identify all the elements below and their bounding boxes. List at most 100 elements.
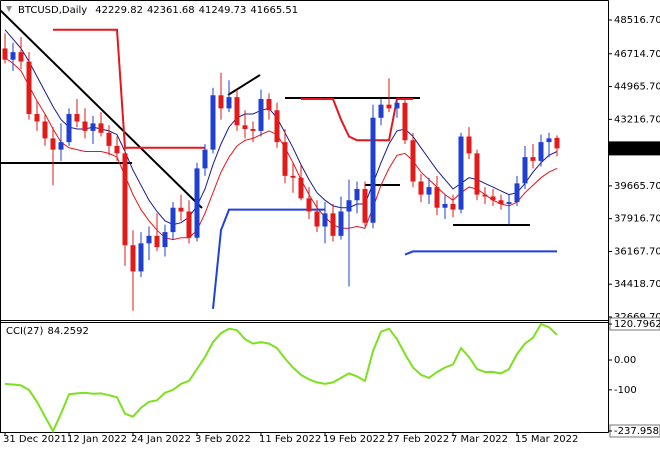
candle-body — [474, 153, 480, 195]
candle-body — [130, 245, 136, 272]
candle-body — [362, 188, 368, 223]
candle-body — [514, 183, 520, 203]
y-tick-label: 43216.70 — [614, 114, 660, 125]
y-tick-label: 34418.70 — [614, 279, 660, 290]
y2-tick-label: 120.7962 — [614, 319, 660, 330]
symbol-icon — [6, 6, 12, 12]
candle-body — [418, 181, 424, 195]
candle-body — [458, 136, 464, 210]
candle-body — [546, 138, 552, 143]
candle-body — [354, 188, 360, 201]
candle-body — [114, 145, 120, 154]
last-high: 42361.68 — [147, 5, 195, 16]
candle-body — [146, 235, 152, 244]
current-price-box — [609, 141, 660, 156]
candle-body — [290, 175, 296, 178]
candle-body — [66, 114, 72, 143]
candle-body — [434, 187, 440, 208]
candle-body — [258, 99, 264, 131]
last-low: 41249.73 — [199, 5, 247, 16]
frame — [0, 0, 609, 433]
candle-body — [298, 177, 304, 199]
candle-body — [450, 203, 456, 210]
chart-title: BTCUSD,Daily — [18, 5, 87, 16]
y2-tick-label: -100 — [614, 385, 637, 396]
candle-body — [338, 211, 344, 236]
y2-tick-label: 0.00 — [614, 355, 636, 366]
y-tick-label: 46714.70 — [614, 49, 660, 60]
candle-body — [282, 142, 288, 176]
candle-body — [482, 194, 488, 197]
y2-tick-label: -237.9587 — [614, 426, 660, 437]
candle-body — [378, 104, 384, 118]
last-open: 42229.82 — [95, 5, 143, 16]
candle-body — [506, 202, 512, 204]
candle-body — [186, 211, 192, 238]
current-price-label: 41665.51 — [613, 143, 660, 154]
candle-body — [522, 157, 528, 184]
candle-body — [194, 168, 200, 238]
candle-body — [306, 198, 312, 212]
candle-body — [178, 207, 184, 212]
candle-body — [106, 132, 112, 146]
candle-body — [250, 129, 256, 131]
candle-body — [330, 213, 336, 236]
x-tick-label: 31 Dec 2021 — [3, 434, 67, 445]
candle-body — [402, 102, 408, 141]
overlay-line — [53, 28, 205, 149]
candle-body — [10, 52, 16, 60]
candle-body — [322, 213, 328, 227]
candle-body — [202, 149, 208, 169]
candle-body — [410, 140, 416, 182]
candle-body — [90, 123, 96, 131]
candle-body — [242, 125, 248, 130]
candle-body — [370, 117, 376, 223]
y-tick-label: 44965.70 — [614, 82, 660, 93]
overlay-line — [301, 98, 413, 142]
candle-body — [218, 95, 224, 109]
overlay-line — [4, 29, 558, 226]
candle-body — [226, 97, 232, 109]
candle-body — [266, 99, 272, 111]
x-tick-label: 19 Feb 2022 — [323, 434, 385, 445]
candle-body — [98, 123, 104, 133]
overlay-line — [4, 57, 558, 241]
x-tick-label: 27 Feb 2022 — [387, 434, 449, 445]
indicator-last-value: 84.2592 — [47, 326, 88, 337]
candle-body — [530, 157, 536, 161]
candle-body — [42, 121, 48, 139]
candle-body — [34, 114, 40, 122]
candle-body — [170, 207, 176, 233]
candle-body — [2, 48, 8, 60]
candle-body — [82, 121, 88, 131]
y-tick-label: 39665.70 — [614, 181, 660, 192]
candle-body — [122, 153, 128, 246]
candle-body — [18, 52, 24, 62]
candle-body — [386, 104, 392, 109]
candle-body — [210, 95, 216, 150]
y-tick-label: 37916.70 — [614, 214, 660, 225]
candle-body — [498, 200, 504, 204]
candle-body — [394, 102, 400, 109]
candle-body — [154, 235, 160, 248]
candle-body — [274, 110, 280, 143]
x-tick-label: 15 Mar 2022 — [515, 434, 578, 445]
candle-body — [554, 137, 560, 149]
candle-body — [442, 203, 448, 208]
x-tick-label: 12 Jan 2022 — [67, 434, 127, 445]
x-tick-label: 7 Mar 2022 — [451, 434, 508, 445]
indicator-header: CCI(27) 84.2592 — [6, 326, 89, 337]
candle-body — [234, 97, 240, 126]
x-tick-label: 3 Feb 2022 — [195, 434, 251, 445]
candle-body — [50, 138, 56, 150]
candle-body — [538, 142, 544, 161]
overlay-line — [404, 250, 557, 256]
candle-body — [138, 243, 144, 272]
x-tick-label: 11 Feb 2022 — [259, 434, 321, 445]
candle-body — [162, 232, 168, 248]
indicator-label: CCI(27) — [6, 326, 44, 337]
y-tick-label: 48516.70 — [614, 15, 660, 26]
candle-body — [426, 187, 432, 195]
